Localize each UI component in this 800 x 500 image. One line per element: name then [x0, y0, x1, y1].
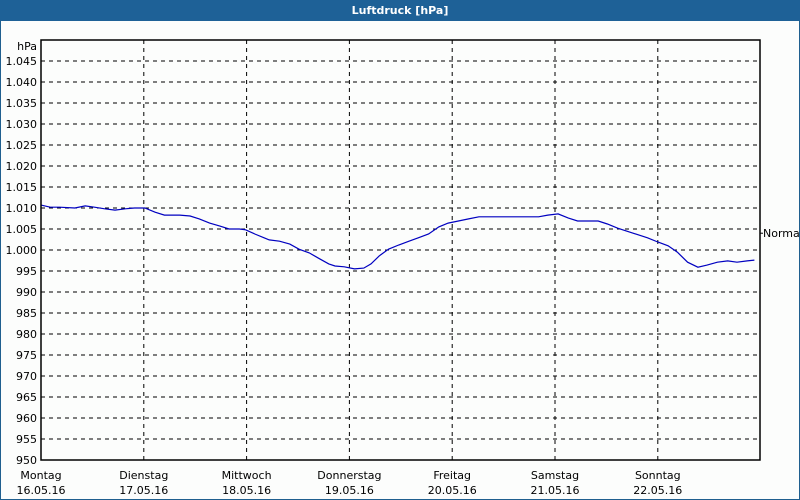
plot-area-border — [40, 39, 761, 461]
y-tick-label: 955 — [16, 433, 37, 446]
x-tick-day: Freitag — [433, 469, 471, 482]
x-tick-day: Mittwoch — [222, 469, 272, 482]
y-tick-label: 960 — [16, 412, 37, 425]
normal-label: Normal — [763, 227, 800, 240]
y-tick-label: 970 — [16, 370, 37, 383]
x-tick-date: 21.05.16 — [531, 484, 580, 497]
x-tick-day: Dienstag — [119, 469, 168, 482]
y-tick-label: 1.025 — [6, 139, 38, 152]
y-tick-label: 1.045 — [6, 55, 38, 68]
y-tick-label: 1.005 — [6, 223, 38, 236]
y-tick-label: 980 — [16, 328, 37, 341]
y-tick-label: 1.040 — [6, 76, 38, 89]
y-tick-label: 1.015 — [6, 181, 38, 194]
x-tick-day: Sonntag — [635, 469, 681, 482]
y-axis-unit: hPa — [17, 40, 37, 53]
x-tick-date: 17.05.16 — [119, 484, 168, 497]
y-tick-label: 1.035 — [6, 97, 38, 110]
x-tick-day: Montag — [20, 469, 61, 482]
pressure-series-line — [40, 204, 755, 270]
x-tick-date: 18.05.16 — [222, 484, 271, 497]
y-tick-label: 975 — [16, 349, 37, 362]
y-tick-label: 1.010 — [6, 202, 38, 215]
y-tick-label: 990 — [16, 286, 37, 299]
x-tick-date: 16.05.16 — [17, 484, 66, 497]
y-tick-label: 985 — [16, 307, 37, 320]
y-tick-label: 995 — [16, 265, 37, 278]
x-tick-day: Samstag — [531, 469, 579, 482]
x-axis-ticks: Montag 16.05.16 Dienstag 17.05.16 Mittwoch 18… — [17, 469, 683, 497]
normal-annotation: Normal — [760, 227, 800, 240]
grid-lines — [41, 40, 760, 460]
y-tick-label: 1.020 — [6, 160, 38, 173]
y-tick-label: 950 — [16, 454, 37, 467]
y-tick-label: 1.030 — [6, 118, 38, 131]
y-tick-label: 965 — [16, 391, 37, 404]
y-tick-label: 1.000 — [6, 244, 38, 257]
x-tick-date: 20.05.16 — [428, 484, 477, 497]
chart-title: Luftdruck [hPa] — [0, 0, 800, 21]
x-tick-date: 22.05.16 — [633, 484, 682, 497]
y-axis-ticks: 1.045 1.040 1.035 1.030 1.025 1.020 1.015 1.010… — [6, 55, 38, 467]
x-tick-day: Donnerstag — [317, 469, 381, 482]
x-tick-date: 19.05.16 — [325, 484, 374, 497]
